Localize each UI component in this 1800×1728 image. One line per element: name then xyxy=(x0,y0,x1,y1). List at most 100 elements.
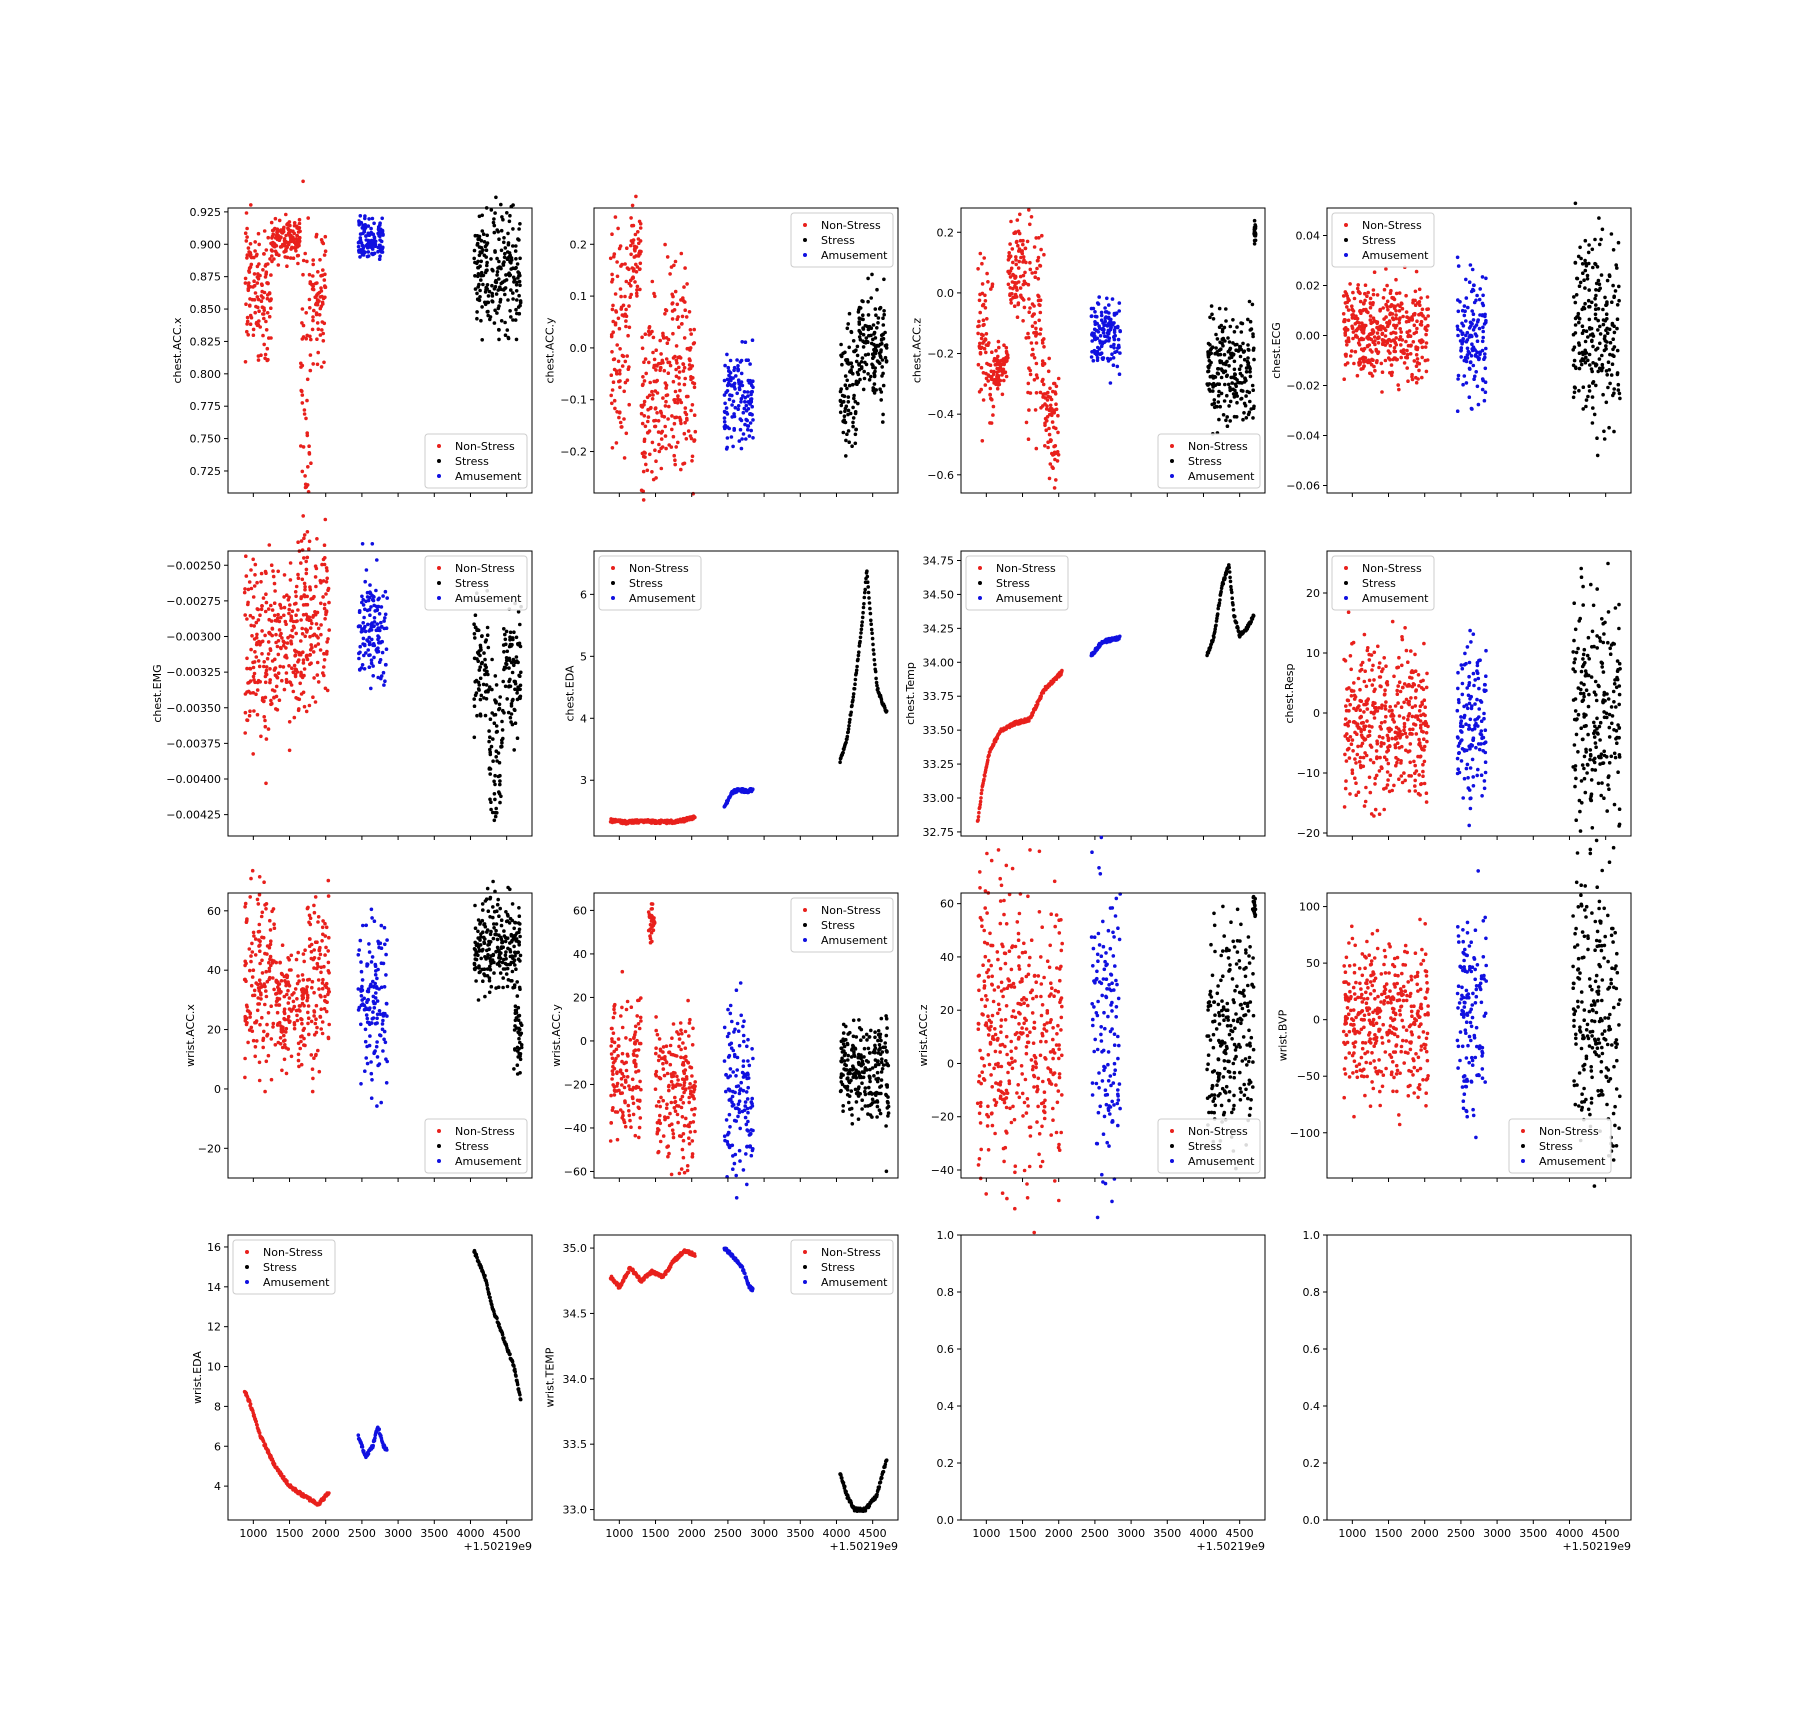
data-point xyxy=(1591,406,1595,410)
data-point xyxy=(986,758,990,763)
legend-marker xyxy=(1344,223,1348,227)
y-tick-label: 0.875 xyxy=(190,271,222,284)
data-point xyxy=(1593,296,1597,301)
data-point xyxy=(1462,304,1467,308)
data-point xyxy=(280,636,284,640)
data-point xyxy=(1032,304,1036,308)
data-point xyxy=(1594,288,1598,292)
data-point xyxy=(324,580,329,584)
data-point xyxy=(308,626,313,630)
data-point xyxy=(270,249,275,253)
y-tick-label: −0.4 xyxy=(927,408,954,421)
data-point xyxy=(245,666,249,671)
data-point xyxy=(296,576,301,580)
data-point xyxy=(838,398,843,403)
data-point xyxy=(316,680,321,684)
data-point xyxy=(663,434,668,438)
data-point xyxy=(485,310,490,314)
data-point xyxy=(981,323,985,328)
data-point xyxy=(1213,627,1217,631)
data-point xyxy=(1413,311,1417,316)
data-point xyxy=(296,708,301,713)
data-point xyxy=(294,237,298,241)
data-point xyxy=(1352,296,1357,301)
data-point xyxy=(299,653,303,657)
data-point xyxy=(360,243,365,248)
axes-frame xyxy=(227,207,533,494)
data-point xyxy=(986,343,990,348)
data-point xyxy=(647,326,651,330)
data-point xyxy=(862,376,867,381)
series-amusement xyxy=(1089,295,1122,385)
data-point xyxy=(268,667,272,671)
data-point xyxy=(732,368,736,373)
data-point xyxy=(1014,240,1019,244)
data-point xyxy=(1014,281,1018,285)
data-point xyxy=(1594,363,1598,368)
data-point xyxy=(488,752,493,757)
data-point xyxy=(357,250,361,254)
data-point xyxy=(1406,316,1411,320)
data-point xyxy=(866,327,871,332)
data-point xyxy=(1360,321,1364,326)
data-point xyxy=(1616,382,1621,387)
data-point xyxy=(268,298,273,303)
data-point xyxy=(494,195,498,200)
data-point xyxy=(1097,295,1101,299)
data-point xyxy=(1573,316,1578,321)
data-point xyxy=(1420,307,1425,312)
data-point xyxy=(1026,437,1031,442)
data-point xyxy=(665,393,670,397)
data-point xyxy=(311,274,315,278)
data-point xyxy=(366,240,371,245)
data-point xyxy=(981,371,986,375)
data-point xyxy=(638,222,643,226)
data-point xyxy=(261,596,266,600)
data-point xyxy=(725,352,729,357)
data-point xyxy=(273,226,277,231)
data-point xyxy=(269,619,274,623)
data-point xyxy=(360,600,364,605)
data-point xyxy=(1398,316,1402,320)
data-point xyxy=(321,241,326,246)
data-point xyxy=(269,220,274,225)
data-point xyxy=(1585,273,1590,278)
data-point xyxy=(303,634,308,639)
data-point xyxy=(853,441,858,446)
data-point xyxy=(263,680,268,685)
legend-box xyxy=(424,555,528,611)
data-point xyxy=(309,643,314,647)
data-point xyxy=(517,312,521,316)
data-point xyxy=(860,299,864,303)
data-point xyxy=(1455,255,1460,260)
data-point xyxy=(1001,367,1006,372)
data-point xyxy=(1597,242,1602,247)
y-tick-label: 0.925 xyxy=(190,206,222,219)
data-point xyxy=(1024,420,1029,425)
data-point xyxy=(491,759,495,763)
data-point xyxy=(859,631,863,635)
data-point xyxy=(517,227,521,231)
data-point xyxy=(1379,706,1384,710)
data-point xyxy=(991,372,996,377)
data-point xyxy=(311,362,316,366)
data-point xyxy=(492,818,497,823)
data-point xyxy=(513,687,517,692)
data-point xyxy=(984,350,988,355)
data-point xyxy=(663,242,667,247)
data-point xyxy=(477,668,482,672)
data-point xyxy=(1398,327,1402,331)
subplot-2: −0.2−0.10.00.10.2chest.ACC.yNon-StressSt… xyxy=(544,194,899,502)
data-point xyxy=(638,226,643,230)
data-point xyxy=(625,266,630,270)
data-point xyxy=(640,383,645,388)
data-point xyxy=(683,410,687,415)
data-point xyxy=(262,316,266,321)
data-point xyxy=(1363,356,1368,360)
data-point xyxy=(259,571,264,576)
data-point xyxy=(1038,332,1042,336)
data-point xyxy=(980,303,985,308)
data-point xyxy=(1362,346,1367,351)
data-point xyxy=(265,311,270,315)
data-point xyxy=(246,600,250,605)
